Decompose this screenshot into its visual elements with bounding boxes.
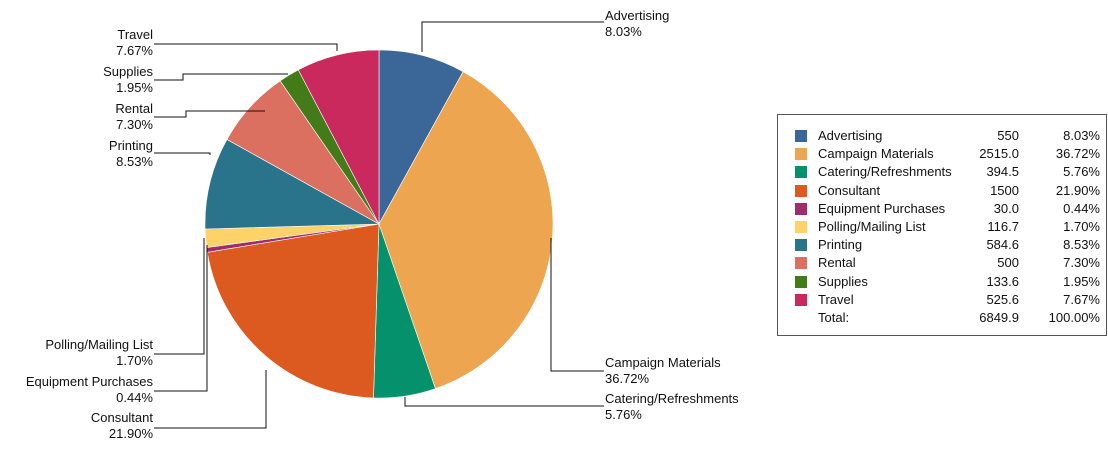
leader-advertising [421,21,604,52]
slice-pct-consultant: 21.90% [109,426,154,441]
legend-percentage: 21.90% [1055,182,1100,198]
slice-label-supplies: Supplies [103,64,153,79]
legend-percentage: 5.76% [1063,164,1100,180]
legend-percentage: 36.72% [1055,146,1100,162]
slice-pct-travel: 7.67% [116,43,153,58]
legend-value: 550 [997,128,1019,143]
legend-value: 6849.9 [979,310,1019,325]
leader-polling-mailing-list [154,238,205,355]
legend-label: Consultant [818,182,881,198]
legend-label: Polling/Mailing List [818,219,926,234]
slice-label-campaign-materials: Campaign Materials [605,355,721,370]
legend-swatch [795,184,807,197]
legend-label: Advertising [818,128,883,143]
slice-pct-printing: 8.53% [116,154,153,169]
leader-equipment-purchases [154,245,208,392]
slice-label-rental: Rental [115,101,153,116]
legend-label: Supplies [818,273,868,289]
legend-value: 500 [997,255,1019,271]
legend-item-travel: Travel 525.6 7.67% [778,291,1108,309]
legend-value: 1500 [990,182,1019,198]
slice-label-equipment-purchases: Equipment Purchases [26,374,154,389]
legend-item-equipment-purchases: Equipment Purchases 30.0 0.44% [778,200,1108,218]
legend-item-advertising: Advertising 550 8.03% [778,127,1108,145]
legend-percentage: 1.95% [1063,273,1100,289]
pie-slices [204,49,554,399]
legend-percentage: 8.53% [1063,237,1100,253]
legend-item-polling-mailing-list: Polling/Mailing List 116.7 1.70% [778,218,1108,236]
legend-swatch [795,221,807,233]
legend-label: Total: [818,310,850,325]
legend-label: Campaign Materials [818,146,934,162]
slice-campaign-materials [378,71,554,389]
legend-label: Printing [818,237,863,253]
slice-pct-campaign-materials: 36.72% [605,371,650,386]
slice-label-advertising: Advertising [605,8,669,23]
legend-swatch [795,293,807,306]
legend-label: Equipment Purchases [818,200,946,216]
legend-percentage: 1.70% [1063,219,1100,234]
legend-swatch [795,257,807,270]
legend-label: Travel [818,291,854,307]
slice-label-polling-mailing-list: Polling/Mailing List [45,337,153,352]
legend-swatch [795,239,807,252]
leader-campaign-materials [550,238,604,372]
slice-pct-advertising: 8.03% [605,24,642,39]
slice-label-travel: Travel [117,27,153,42]
leader-lines [154,21,604,429]
legend-percentage: 0.44% [1063,200,1100,216]
legend-item-printing: Printing 584.6 8.53% [778,236,1108,254]
leader-rental [154,110,265,118]
slice-label-catering-refreshments: Catering/Refreshments [605,391,739,406]
slice-travel [297,49,380,225]
legend-percentage: 7.30% [1063,255,1100,271]
legend-swatch [795,130,807,142]
slice-pct-polling-mailing-list: 1.70% [116,353,153,368]
legend-value: 30.0 [993,200,1019,216]
leader-consultant [154,370,267,429]
slice-label-printing: Printing [109,138,153,153]
legend-swatch [795,166,807,179]
legend-swatch [795,202,807,215]
legend-item-consultant: Consultant 1500 21.90% [778,182,1108,200]
leader-travel [154,43,338,51]
leader-supplies [154,73,288,81]
legend-percentage: 100.00% [1048,310,1100,325]
slice-pct-rental: 7.30% [116,117,153,132]
legend-item-campaign-materials: Campaign Materials 2515.0 36.72% [778,145,1108,163]
slice-consultant [206,223,380,399]
legend-value: 584.6 [986,237,1019,253]
slice-pct-equipment-purchases: 0.44% [116,390,153,405]
legend-value: 116.7 [987,219,1019,234]
legend-item-supplies: Supplies 133.6 1.95% [778,273,1108,291]
leader-catering-refreshments [404,397,604,407]
legend-label: Catering/Refreshments [818,164,952,180]
legend-swatch [795,275,807,288]
legend: Advertising 550 8.03% Campaign Materials 251… [777,114,1107,336]
legend-percentage: 7.67% [1063,291,1100,307]
legend-swatch [795,148,807,161]
slice-label-consultant: Consultant [91,410,154,425]
slice-printing [204,139,381,230]
leader-printing [154,152,211,155]
slice-pct-catering-refreshments: 5.76% [605,407,642,422]
legend-value: 133.6 [986,273,1019,289]
legend-item-rental: Rental 500 7.30% [778,254,1108,272]
legend-value: 394.5 [986,164,1019,180]
legend-label: Rental [818,255,856,271]
legend-item-catering-refreshments: Catering/Refreshments 394.5 5.76% [778,163,1108,181]
legend-value: 2515.0 [979,146,1019,162]
legend-value: 525.6 [986,291,1019,307]
slice-pct-supplies: 1.95% [116,80,153,95]
legend-total-row: Total: 6849.9 100.00% [778,309,1108,327]
legend-percentage: 8.03% [1063,128,1100,143]
